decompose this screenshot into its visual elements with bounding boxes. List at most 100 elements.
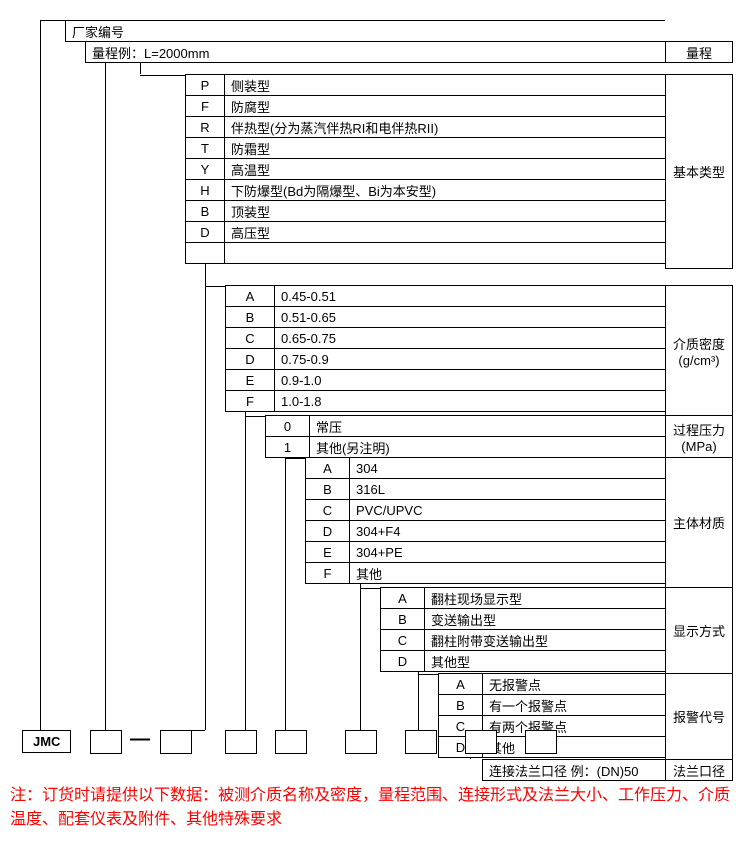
row-material: CPVC/UPVC [305,499,667,521]
row-material: F其他 [305,562,667,584]
row-display: B变送输出型 [380,608,667,630]
row-basic-type: F防腐型 [185,95,667,117]
range-example: 量程例：L=2000mm [85,41,666,63]
desc-cell: 变送输出型 [425,608,667,630]
code-cell: B [185,200,225,222]
row-basic-type: B顶装型 [185,200,667,222]
code-cell: D [225,348,275,370]
desc-cell: 316L [350,478,667,500]
row-material: E304+PE [305,541,667,563]
row-display: D其他型 [380,650,667,672]
desc-cell: 0.75-0.9 [275,348,667,370]
desc-cell: 无报警点 [483,673,667,695]
row-density: F1.0-1.8 [225,390,667,412]
desc-cell: 0.65-0.75 [275,327,667,349]
row-density: A0.45-0.51 [225,285,667,307]
desc-cell: 0.9-1.0 [275,369,667,391]
section-label-material: 主体材质 [665,457,733,588]
code-cell [185,242,225,264]
row-basic-type [185,242,667,264]
desc-cell: 翻柱现场显示型 [425,587,667,609]
code-cell: 0 [265,415,310,437]
code-cell: F [305,562,350,584]
s-range [90,730,122,754]
row-material: A304 [305,457,667,479]
desc-cell: 翻柱附带变送输出型 [425,629,667,651]
desc-cell: 有两个报警点 [483,715,667,737]
row-density: C0.65-0.75 [225,327,667,349]
dash-separator: — [130,728,150,751]
s-flange [525,730,557,754]
desc-cell: 0.45-0.51 [275,285,667,307]
row-pressure: 1其他(另注明) [265,436,667,458]
desc-cell [225,242,667,264]
row-alarm: B有一个报警点 [438,694,667,716]
section-label-pressure: 过程压力 (MPa) [665,415,733,458]
desc-cell: 304 [350,457,667,479]
code-cell: E [305,541,350,563]
desc-cell: 常压 [310,415,667,437]
row-alarm: A无报警点 [438,673,667,695]
row-pressure: 0常压 [265,415,667,437]
code-cell: B [305,478,350,500]
desc-cell: 防腐型 [225,95,667,117]
desc-cell: 有一个报警点 [483,694,667,716]
desc-cell: PVC/UPVC [350,499,667,521]
s-material [345,730,377,754]
s-pressure [275,730,307,754]
code-cell: B [380,608,425,630]
code-cell: 1 [265,436,310,458]
desc-cell: 304+F4 [350,520,667,542]
s-density [225,730,257,754]
row-basic-type: Y高温型 [185,158,667,180]
row-display: A翻柱现场显示型 [380,587,667,609]
desc-cell: 其他 [483,736,667,758]
desc-cell: 其他型 [425,650,667,672]
code-cell: C [305,499,350,521]
row-material: D304+F4 [305,520,667,542]
desc-cell: 侧装型 [225,74,667,96]
code-cell: T [185,137,225,159]
code-cell: D [185,221,225,243]
code-cell: D [305,520,350,542]
code-cell: E [225,369,275,391]
code-cell: A [225,285,275,307]
code-cell: D [380,650,425,672]
row-density: B0.51-0.65 [225,306,667,328]
code-cell: C [225,327,275,349]
row-basic-type: P侧装型 [185,74,667,96]
section-label-alarm: 报警代号 [665,673,733,760]
section-label-density: 介质密度 (g/cm³) [665,285,733,416]
flange-text: 连接法兰口径 例：(DN)50 [482,759,666,781]
desc-cell: 304+PE [350,541,667,563]
code-cell: A [380,587,425,609]
row-basic-type: H下防爆型(Bd为隔爆型、Bi为本安型) [185,179,667,201]
desc-cell: 0.51-0.65 [275,306,667,328]
code-cell: B [225,306,275,328]
code-cell: F [185,95,225,117]
desc-cell: 伴热型(分为蒸汽伴热RI和电伴热RII) [225,116,667,138]
row-display: C翻柱附带变送输出型 [380,629,667,651]
s-type [160,730,192,754]
vendor-code-label: 厂家编号 [65,20,665,42]
s-alarm [465,730,497,754]
desc-cell: 防霜型 [225,137,667,159]
desc-cell: 其他 [350,562,667,584]
s-display [405,730,437,754]
code-cell: B [438,694,483,716]
range-label: 量程 [665,41,733,63]
row-material: B316L [305,478,667,500]
row-basic-type: T防霜型 [185,137,667,159]
desc-cell: 高温型 [225,158,667,180]
desc-cell: 高压型 [225,221,667,243]
desc-cell: 下防爆型(Bd为隔爆型、Bi为本安型) [225,179,667,201]
row-density: D0.75-0.9 [225,348,667,370]
code-cell: P [185,74,225,96]
ordering-code-diagram: 厂家编号 量程例：L=2000mm 量程 P侧装型F防腐型R伴热型(分为蒸汽伴热… [10,10,740,780]
desc-cell: 1.0-1.8 [275,390,667,412]
desc-cell: 顶装型 [225,200,667,222]
code-cell: Y [185,158,225,180]
code-cell: A [305,457,350,479]
footnote: 注：订货时请提供以下数据：被测介质名称及密度，量程范围、连接形式及法兰大小、工作… [10,784,730,832]
desc-cell: 其他(另注明) [310,436,667,458]
